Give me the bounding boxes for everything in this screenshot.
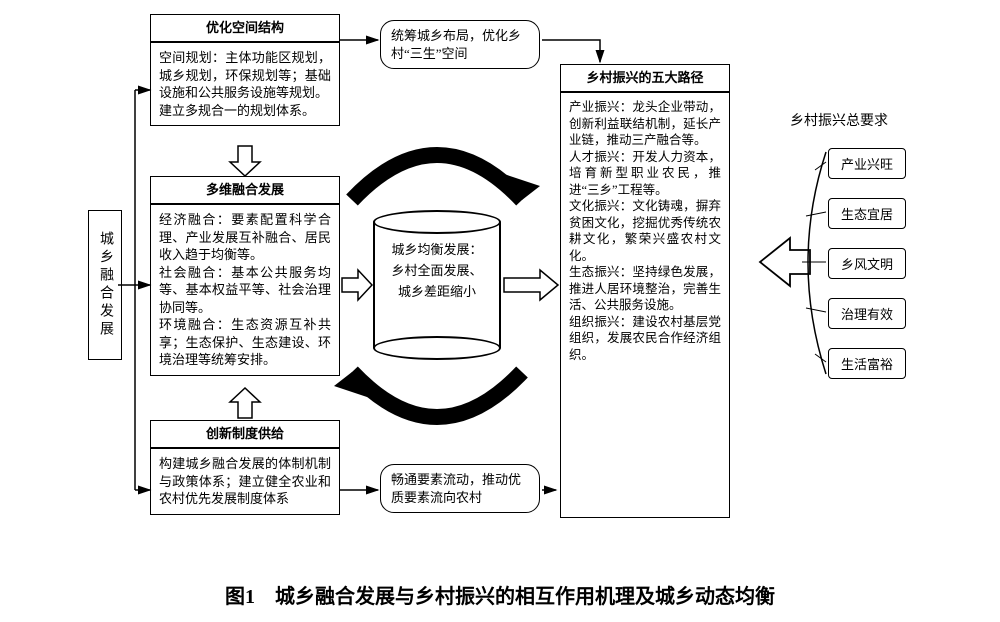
paths-title-box: 乡村振兴的五大路径 — [560, 64, 730, 92]
inno-body: 构建城乡融合发展的体制机制与政策体系；建立健全农业和农村优先发展制度体系 — [159, 456, 331, 506]
pill-4-text: 生活富裕 — [841, 357, 893, 372]
multi-body: 经济融合：要素配置科学合理、产业发展互补融合、居民收入趋于均衡等。 社会融合：基… — [159, 212, 331, 367]
multi-body-box: 经济融合：要素配置科学合理、产业发展互补融合、居民收入趋于均衡等。 社会融合：基… — [150, 204, 340, 376]
pill-3: 治理有效 — [828, 298, 906, 329]
multi-title: 多维融合发展 — [206, 182, 284, 197]
left-vertical-label: 城乡融合发展 — [88, 210, 122, 360]
callout-bottom-text: 畅通要素流动，推动优质要素流向农村 — [391, 472, 521, 505]
cyl-line2: 乡村全面发展、 — [381, 261, 493, 282]
inno-title-box: 创新制度供给 — [150, 420, 340, 448]
callout-bottom: 畅通要素流动，推动优质要素流向农村 — [380, 464, 540, 513]
multi-title-box: 多维融合发展 — [150, 176, 340, 204]
opt-title: 优化空间结构 — [206, 20, 284, 35]
opt-title-box: 优化空间结构 — [150, 14, 340, 42]
requirements-header-text: 乡村振兴总要求 — [790, 114, 888, 129]
callout-top-text: 统筹城乡布局，优化乡村“三生”空间 — [391, 28, 521, 61]
pill-0: 产业兴旺 — [828, 148, 906, 179]
pill-4: 生活富裕 — [828, 348, 906, 379]
figure-caption: 图1 城乡融合发展与乡村振兴的相互作用机理及城乡动态均衡 — [0, 580, 1000, 609]
opt-body-box: 空间规划：主体功能区规划，城乡规划，环保规划等；基础设施和公共服务设施等规划。 … — [150, 42, 340, 126]
inno-body-box: 构建城乡融合发展的体制机制与政策体系；建立健全农业和农村优先发展制度体系 — [150, 448, 340, 515]
left-vertical-label-text: 城乡融合发展 — [98, 231, 113, 339]
pill-3-text: 治理有效 — [841, 307, 893, 322]
requirements-header: 乡村振兴总要求 — [790, 110, 888, 130]
cyl-line1: 城乡均衡发展： — [381, 240, 493, 261]
pill-2-text: 乡风文明 — [841, 257, 893, 272]
pill-2: 乡风文明 — [828, 248, 906, 279]
paths-body: 产业振兴：龙头企业带动，创新利益联结机制，延长产业链，推动三产融合等。 人才振兴… — [569, 100, 721, 362]
inno-title: 创新制度供给 — [206, 426, 284, 441]
pill-1-text: 生态宜居 — [841, 207, 893, 222]
cylinder: 城乡均衡发展： 乡村全面发展、 城乡差距缩小 — [373, 210, 501, 360]
paths-title: 乡村振兴的五大路径 — [586, 70, 703, 85]
paths-body-box: 产业振兴：龙头企业带动，创新利益联结机制，延长产业链，推动三产融合等。 人才振兴… — [560, 92, 730, 518]
pill-0-text: 产业兴旺 — [841, 157, 893, 172]
cyl-line3: 城乡差距缩小 — [381, 282, 493, 303]
caption-text: 图1 城乡融合发展与乡村振兴的相互作用机理及城乡动态均衡 — [225, 586, 775, 608]
cylinder-text: 城乡均衡发展： 乡村全面发展、 城乡差距缩小 — [381, 240, 493, 302]
callout-top: 统筹城乡布局，优化乡村“三生”空间 — [380, 20, 540, 69]
pill-1: 生态宜居 — [828, 198, 906, 229]
opt-body: 空间规划：主体功能区规划，城乡规划，环保规划等；基础设施和公共服务设施等规划。 … — [159, 50, 331, 118]
